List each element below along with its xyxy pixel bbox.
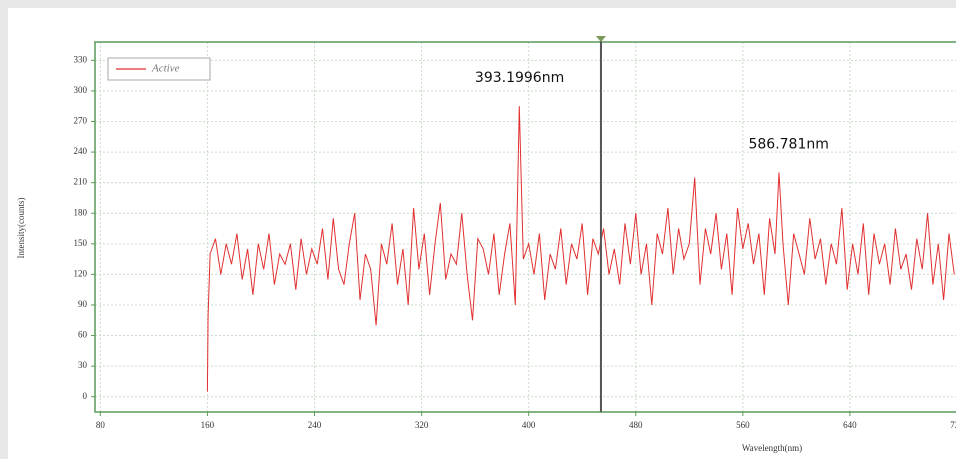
annotation: 586.781nm <box>748 136 828 152</box>
y-tick-label: 120 <box>74 268 88 278</box>
cursor-handle <box>595 36 606 42</box>
plot-area <box>95 42 956 412</box>
x-axis-label: Wavelength(nm) <box>742 443 802 453</box>
data-line <box>206 106 955 392</box>
y-tick-label: 270 <box>74 116 88 126</box>
y-tick-label: 180 <box>74 207 88 217</box>
top-strip <box>0 0 956 8</box>
annotation: 393.1996nm <box>475 70 564 86</box>
x-tick-label: 320 <box>415 420 429 430</box>
y-tick-label: 210 <box>74 177 88 187</box>
plot-border <box>94 41 956 413</box>
x-tick-label: 640 <box>843 420 857 430</box>
x-tick-label: 560 <box>736 420 750 430</box>
y-tick-label: 30 <box>78 360 88 370</box>
x-tick-label: 240 <box>308 420 322 430</box>
x-tick-label: 400 <box>522 420 536 430</box>
y-tick-label: 240 <box>74 146 88 156</box>
x-tick-label: 160 <box>201 420 215 430</box>
y-tick-label: 60 <box>78 330 88 340</box>
left-strip <box>0 0 8 459</box>
y-tick-label: 300 <box>74 85 88 95</box>
y-tick-label: 150 <box>74 238 88 248</box>
y-tick-label: 330 <box>74 54 88 64</box>
legend-box <box>107 57 211 81</box>
y-tick-label: 90 <box>78 299 88 309</box>
y-tick-label: 0 <box>83 391 88 401</box>
y-axis-label: Intensity(counts) <box>16 198 26 259</box>
legend-label: Active <box>151 63 180 75</box>
x-tick-label: 480 <box>629 420 643 430</box>
x-tick-label: 720 <box>950 420 956 430</box>
x-tick-label: 80 <box>96 420 106 430</box>
